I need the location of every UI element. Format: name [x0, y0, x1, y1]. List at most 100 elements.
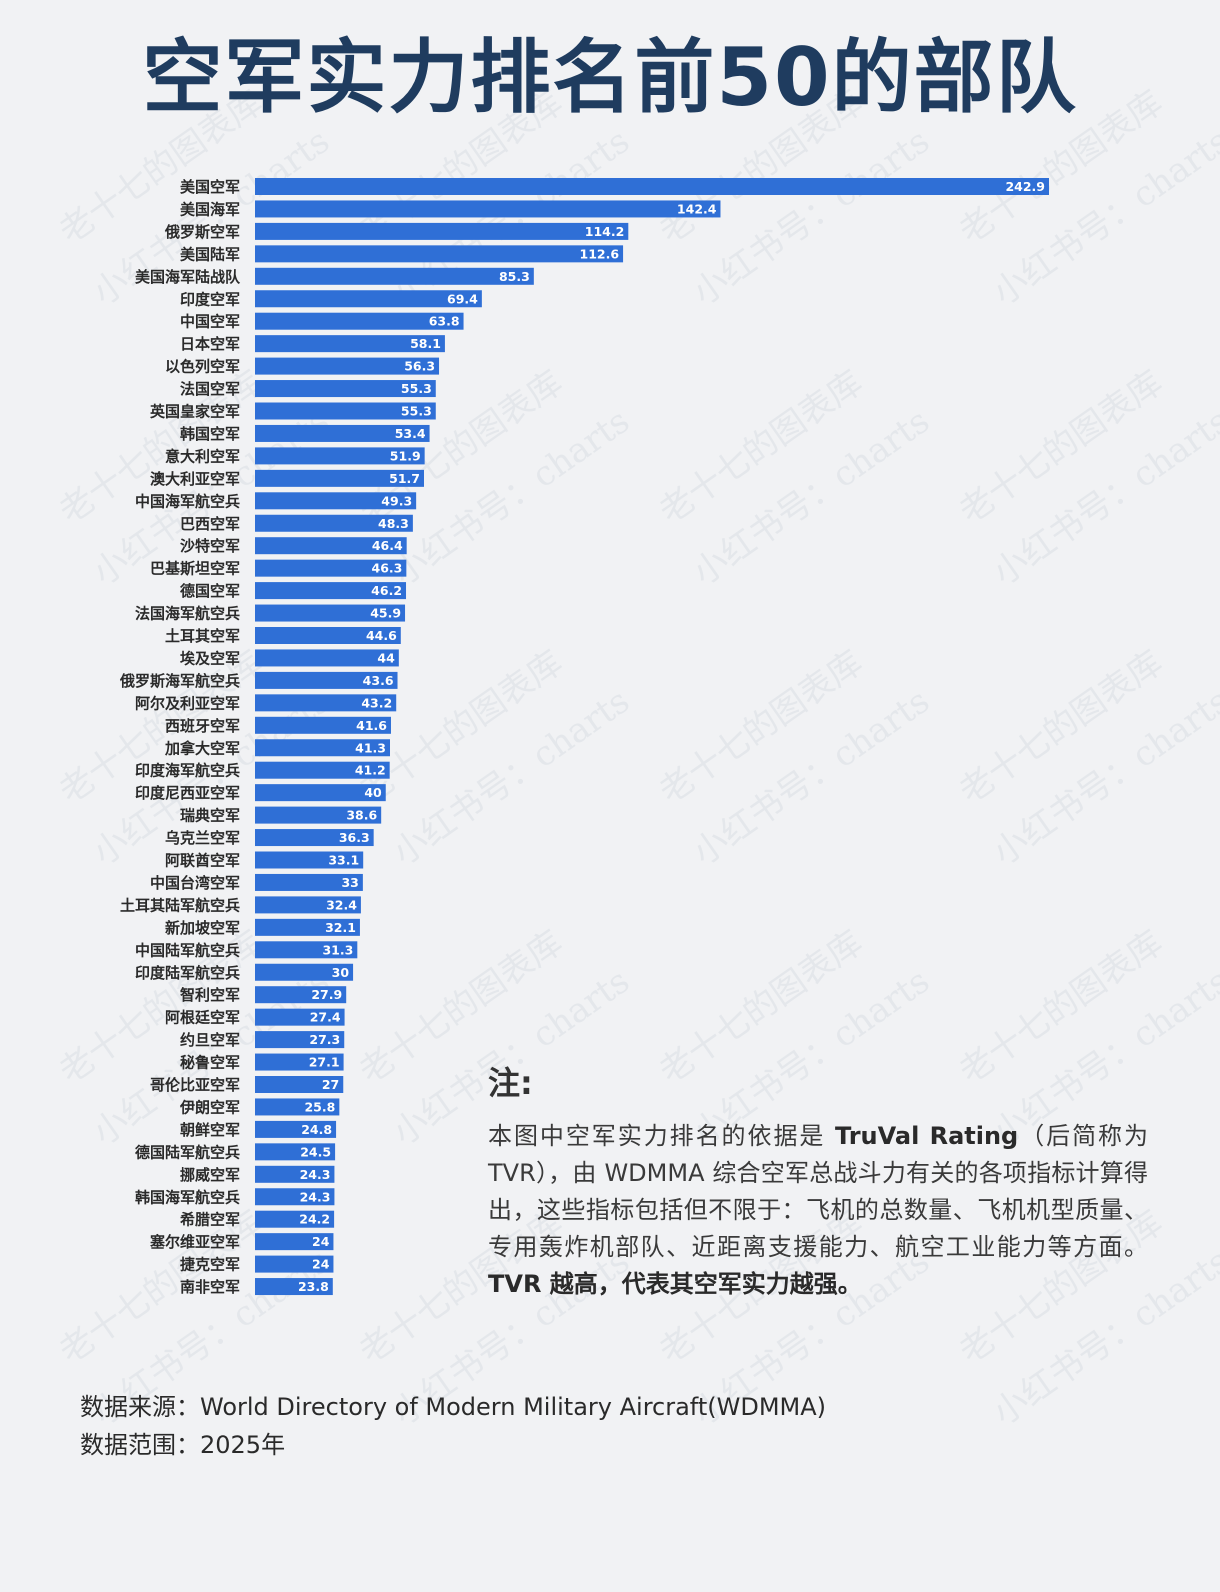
category-label: 塞尔维亚空军 — [150, 1233, 240, 1251]
value-label: 24.8 — [301, 1122, 332, 1137]
value-label: 45.9 — [370, 606, 401, 621]
source-block: 数据来源：World Directory of Modern Military … — [80, 1388, 826, 1464]
value-label: 44 — [377, 650, 395, 665]
category-label: 巴基斯坦空军 — [150, 560, 240, 578]
value-label: 27.3 — [309, 1032, 340, 1047]
value-label: 38.6 — [346, 808, 377, 823]
category-label: 美国陆军 — [180, 245, 240, 263]
bar — [255, 1188, 335, 1206]
category-label: 沙特空军 — [180, 537, 240, 555]
value-label: 41.6 — [356, 718, 387, 733]
bar — [255, 896, 361, 914]
category-label: 印度海军航空兵 — [135, 762, 240, 780]
value-label: 55.3 — [401, 381, 432, 396]
bar — [255, 671, 398, 689]
bar — [255, 582, 407, 600]
value-label: 24.5 — [300, 1144, 331, 1159]
bar — [255, 627, 401, 644]
value-label: 31.3 — [322, 942, 353, 957]
bar — [255, 806, 382, 824]
category-label: 埃及空军 — [180, 649, 240, 667]
category-label: 伊朗空军 — [179, 1098, 240, 1116]
value-label: 32.4 — [326, 897, 357, 912]
note-conclusion: TVR 越高，代表其空军实力越强。 — [488, 1270, 862, 1298]
bar — [255, 222, 629, 240]
category-label: 秘鲁空军 — [180, 1054, 240, 1072]
bar — [255, 1143, 336, 1161]
category-label: 日本空军 — [180, 335, 240, 353]
bar — [255, 739, 390, 757]
bar — [255, 1210, 335, 1228]
bar — [255, 761, 390, 779]
value-label: 36.3 — [339, 830, 370, 845]
value-label: 56.3 — [404, 359, 435, 374]
bar — [255, 290, 482, 308]
bar — [255, 1098, 340, 1116]
category-label: 法国海军航空兵 — [135, 605, 240, 623]
category-label: 德国空军 — [180, 582, 240, 600]
bar — [255, 380, 436, 398]
value-label: 46.3 — [372, 561, 403, 576]
bar — [255, 1031, 345, 1049]
data-range: 数据范围：2025年 — [80, 1431, 286, 1459]
category-label: 以色列空军 — [165, 358, 240, 376]
bar — [255, 1008, 345, 1026]
category-label: 印度陆军航空兵 — [135, 964, 240, 982]
bar — [255, 200, 721, 218]
category-label: 哥伦比亚空军 — [150, 1076, 240, 1094]
value-label: 24.3 — [300, 1189, 331, 1204]
category-label: 瑞典空军 — [180, 807, 240, 825]
category-label: 中国空军 — [180, 313, 240, 331]
value-label: 24.3 — [300, 1167, 331, 1182]
bar — [255, 514, 413, 532]
category-label: 中国陆军航空兵 — [135, 941, 240, 959]
category-label: 法国空军 — [180, 380, 240, 398]
bar — [255, 851, 364, 869]
bar — [255, 335, 445, 353]
value-label: 23.8 — [298, 1279, 329, 1294]
value-label: 142.4 — [677, 201, 717, 216]
value-label: 40 — [364, 785, 382, 800]
value-label: 24 — [312, 1234, 330, 1249]
category-label: 西班牙空军 — [165, 717, 240, 735]
value-label: 51.7 — [389, 471, 420, 486]
value-label: 33.1 — [328, 853, 359, 868]
value-label: 69.4 — [447, 291, 478, 306]
value-label: 27.4 — [310, 1010, 341, 1025]
value-label: 27.1 — [309, 1055, 340, 1070]
value-label: 85.3 — [499, 269, 530, 284]
value-label: 58.1 — [410, 336, 441, 351]
bar — [255, 559, 407, 577]
category-label: 德国陆军航空兵 — [135, 1143, 240, 1161]
page-title: 空军实力排名前50的部队 — [142, 31, 1078, 124]
bar — [255, 694, 397, 712]
bar — [255, 1053, 344, 1071]
category-label: 约旦空军 — [180, 1031, 240, 1049]
category-label: 加拿大空军 — [164, 739, 240, 757]
value-label: 25.8 — [304, 1099, 335, 1114]
value-label: 24 — [312, 1257, 330, 1272]
bar — [255, 312, 464, 330]
category-label: 英国皇家空军 — [150, 403, 240, 421]
value-label: 112.6 — [580, 246, 620, 261]
bar — [255, 1165, 335, 1183]
value-label: 55.3 — [401, 404, 432, 419]
value-label: 63.8 — [429, 314, 460, 329]
bar — [255, 402, 436, 420]
bar — [255, 963, 354, 981]
value-label: 43.6 — [363, 673, 394, 688]
bar — [255, 1278, 333, 1296]
category-label: 阿联酋空军 — [165, 852, 240, 870]
bar — [255, 537, 407, 555]
note-truval-rating: TruVal Rating — [834, 1122, 1019, 1150]
category-label: 意大利空军 — [165, 447, 240, 465]
bar — [255, 649, 399, 667]
category-label: 土耳其空军 — [165, 627, 240, 645]
data-source: 数据来源：World Directory of Modern Military … — [80, 1393, 827, 1421]
category-label: 希腊空军 — [180, 1211, 240, 1229]
category-label: 巴西空军 — [180, 515, 240, 533]
category-label: 俄罗斯海军航空兵 — [119, 672, 240, 690]
value-label: 49.3 — [381, 493, 412, 508]
